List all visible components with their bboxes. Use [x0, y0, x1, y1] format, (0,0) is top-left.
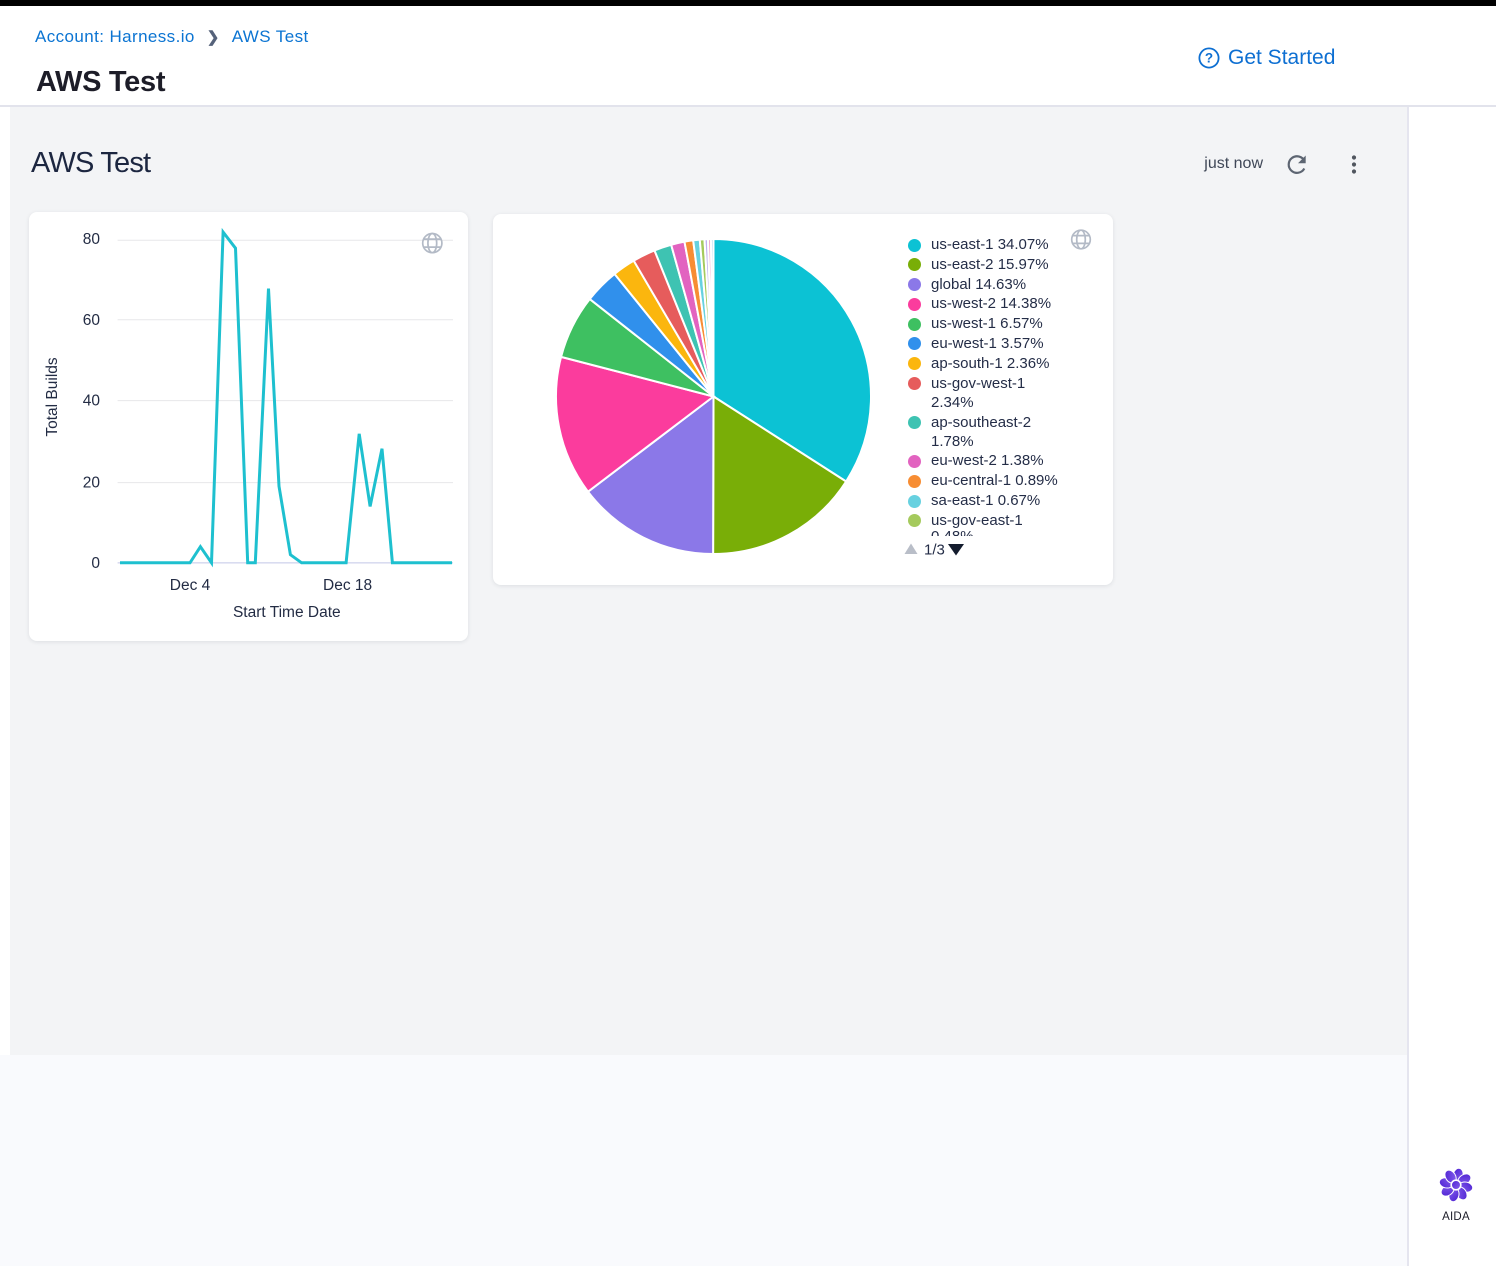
svg-text:40: 40: [83, 393, 101, 410]
svg-text:Dec 18: Dec 18: [323, 577, 372, 594]
svg-text:60: 60: [83, 312, 101, 329]
svg-text:Start Time Date: Start Time Date: [233, 604, 341, 621]
svg-text:Total Builds: Total Builds: [44, 357, 61, 437]
svg-text:Dec 4: Dec 4: [170, 577, 211, 594]
svg-text:80: 80: [83, 231, 101, 248]
svg-text:20: 20: [83, 475, 101, 492]
svg-text:?: ?: [1205, 51, 1213, 66]
svg-text:0: 0: [91, 555, 100, 572]
svg-text:1/3: 1/3: [924, 542, 945, 558]
